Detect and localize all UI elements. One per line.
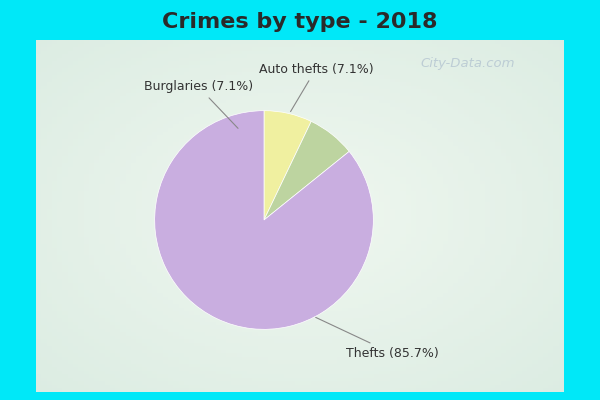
- Text: Auto thefts (7.1%): Auto thefts (7.1%): [259, 63, 373, 112]
- Wedge shape: [155, 111, 373, 329]
- Text: City-Data.com: City-Data.com: [421, 58, 515, 70]
- Wedge shape: [264, 111, 311, 220]
- Text: Burglaries (7.1%): Burglaries (7.1%): [144, 80, 253, 128]
- Wedge shape: [264, 121, 349, 220]
- Text: Crimes by type - 2018: Crimes by type - 2018: [162, 12, 438, 32]
- Text: Thefts (85.7%): Thefts (85.7%): [316, 317, 439, 360]
